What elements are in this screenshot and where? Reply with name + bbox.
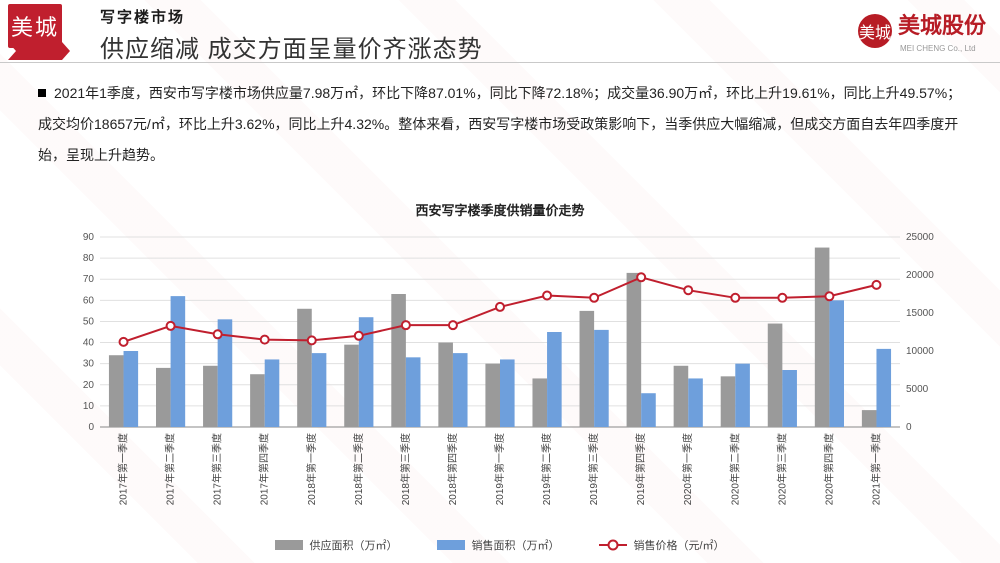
legend-label-price: 销售价格（元/㎡） [633, 537, 724, 553]
legend-swatch-sales [437, 540, 465, 550]
svg-text:80: 80 [83, 253, 95, 264]
summary-text: 2021年1季度，西安市写字楼市场供应量7.98万㎡，环比下降87.01%，同比… [38, 85, 961, 163]
legend-swatch-price [599, 540, 627, 550]
svg-text:2019年第一季度: 2019年第一季度 [493, 433, 506, 505]
svg-text:90: 90 [83, 232, 95, 243]
svg-text:50: 50 [83, 316, 95, 327]
header-divider [0, 62, 1000, 63]
svg-text:2021年第一季度: 2021年第一季度 [869, 433, 882, 505]
svg-text:2020年第一季度: 2020年第一季度 [681, 433, 694, 505]
brand-logo-left: 美城 [8, 4, 70, 58]
svg-text:60: 60 [83, 295, 95, 306]
svg-text:2018年第三季度: 2018年第三季度 [399, 433, 412, 505]
brand-logo-right: 美城 美城股份 MEI CHENG Co., Ltd [858, 8, 986, 53]
headline: 供应缩减 成交方面呈量价齐涨态势 [100, 29, 830, 64]
legend-sales: 销售面积（万㎡） [437, 537, 559, 553]
svg-text:2020年第三季度: 2020年第三季度 [775, 433, 788, 505]
legend-supply: 供应面积（万㎡） [275, 537, 397, 553]
svg-text:10: 10 [83, 401, 95, 412]
svg-text:2019年第三季度: 2019年第三季度 [587, 433, 600, 505]
svg-text:2018年第二季度: 2018年第二季度 [352, 433, 365, 505]
chart-region: 西安写字楼季度供销量价走势 0 10 20 30 40 50 60 70 80 90 0 5000 10… [0, 200, 1000, 559]
brand-name-cn: 美城股份 [898, 13, 986, 38]
svg-text:2018年第一季度: 2018年第一季度 [305, 433, 318, 505]
svg-text:2019年第四季度: 2019年第四季度 [634, 433, 647, 505]
section-label: 写字楼市场 [100, 6, 830, 27]
svg-text:0: 0 [88, 422, 94, 433]
svg-text:2017年第一季度: 2017年第一季度 [117, 433, 130, 505]
legend-label-supply: 供应面积（万㎡） [309, 537, 397, 553]
slide: { "brand": { "logo_left_text": "美城", "lo… [0, 0, 1000, 563]
svg-text:2020年第二季度: 2020年第二季度 [728, 433, 741, 505]
bullet-icon [38, 89, 46, 97]
chart-legend: 供应面积（万㎡） 销售面积（万㎡） 销售价格（元/㎡） [0, 537, 1000, 553]
svg-text:2019年第二季度: 2019年第二季度 [540, 433, 553, 505]
title-block: 写字楼市场 供应缩减 成交方面呈量价齐涨态势 [100, 6, 830, 64]
brand-seal-icon: 美城 [858, 14, 892, 48]
svg-text:2017年第三季度: 2017年第三季度 [211, 433, 224, 505]
svg-text:2017年第二季度: 2017年第二季度 [164, 433, 177, 505]
summary-paragraph: 2021年1季度，西安市写字楼市场供应量7.98万㎡，环比下降87.01%，同比… [38, 78, 962, 170]
svg-text:20000: 20000 [906, 270, 934, 281]
svg-text:0: 0 [906, 422, 912, 433]
brand-logo-left-ribbon [8, 42, 70, 60]
legend-swatch-supply [275, 540, 303, 550]
legend-price: 销售价格（元/㎡） [599, 537, 724, 553]
svg-text:20: 20 [83, 380, 95, 391]
svg-text:5000: 5000 [906, 384, 929, 395]
svg-text:15000: 15000 [906, 308, 934, 319]
brand-name-en: MEI CHENG Co., Ltd [900, 44, 986, 53]
svg-text:30: 30 [83, 359, 95, 370]
legend-label-sales: 销售面积（万㎡） [471, 537, 559, 553]
svg-text:2020年第四季度: 2020年第四季度 [822, 433, 835, 505]
svg-text:2018年第四季度: 2018年第四季度 [446, 433, 459, 505]
svg-text:2017年第四季度: 2017年第四季度 [258, 433, 271, 505]
office-supply-sales-chart: 0 10 20 30 40 50 60 70 80 90 0 5000 10000 15000 20000 2… [40, 219, 960, 519]
svg-text:70: 70 [83, 274, 95, 285]
svg-text:40: 40 [83, 338, 95, 349]
svg-text:25000: 25000 [906, 232, 934, 243]
chart-title: 西安写字楼季度供销量价走势 [0, 200, 1000, 219]
svg-text:10000: 10000 [906, 346, 934, 357]
